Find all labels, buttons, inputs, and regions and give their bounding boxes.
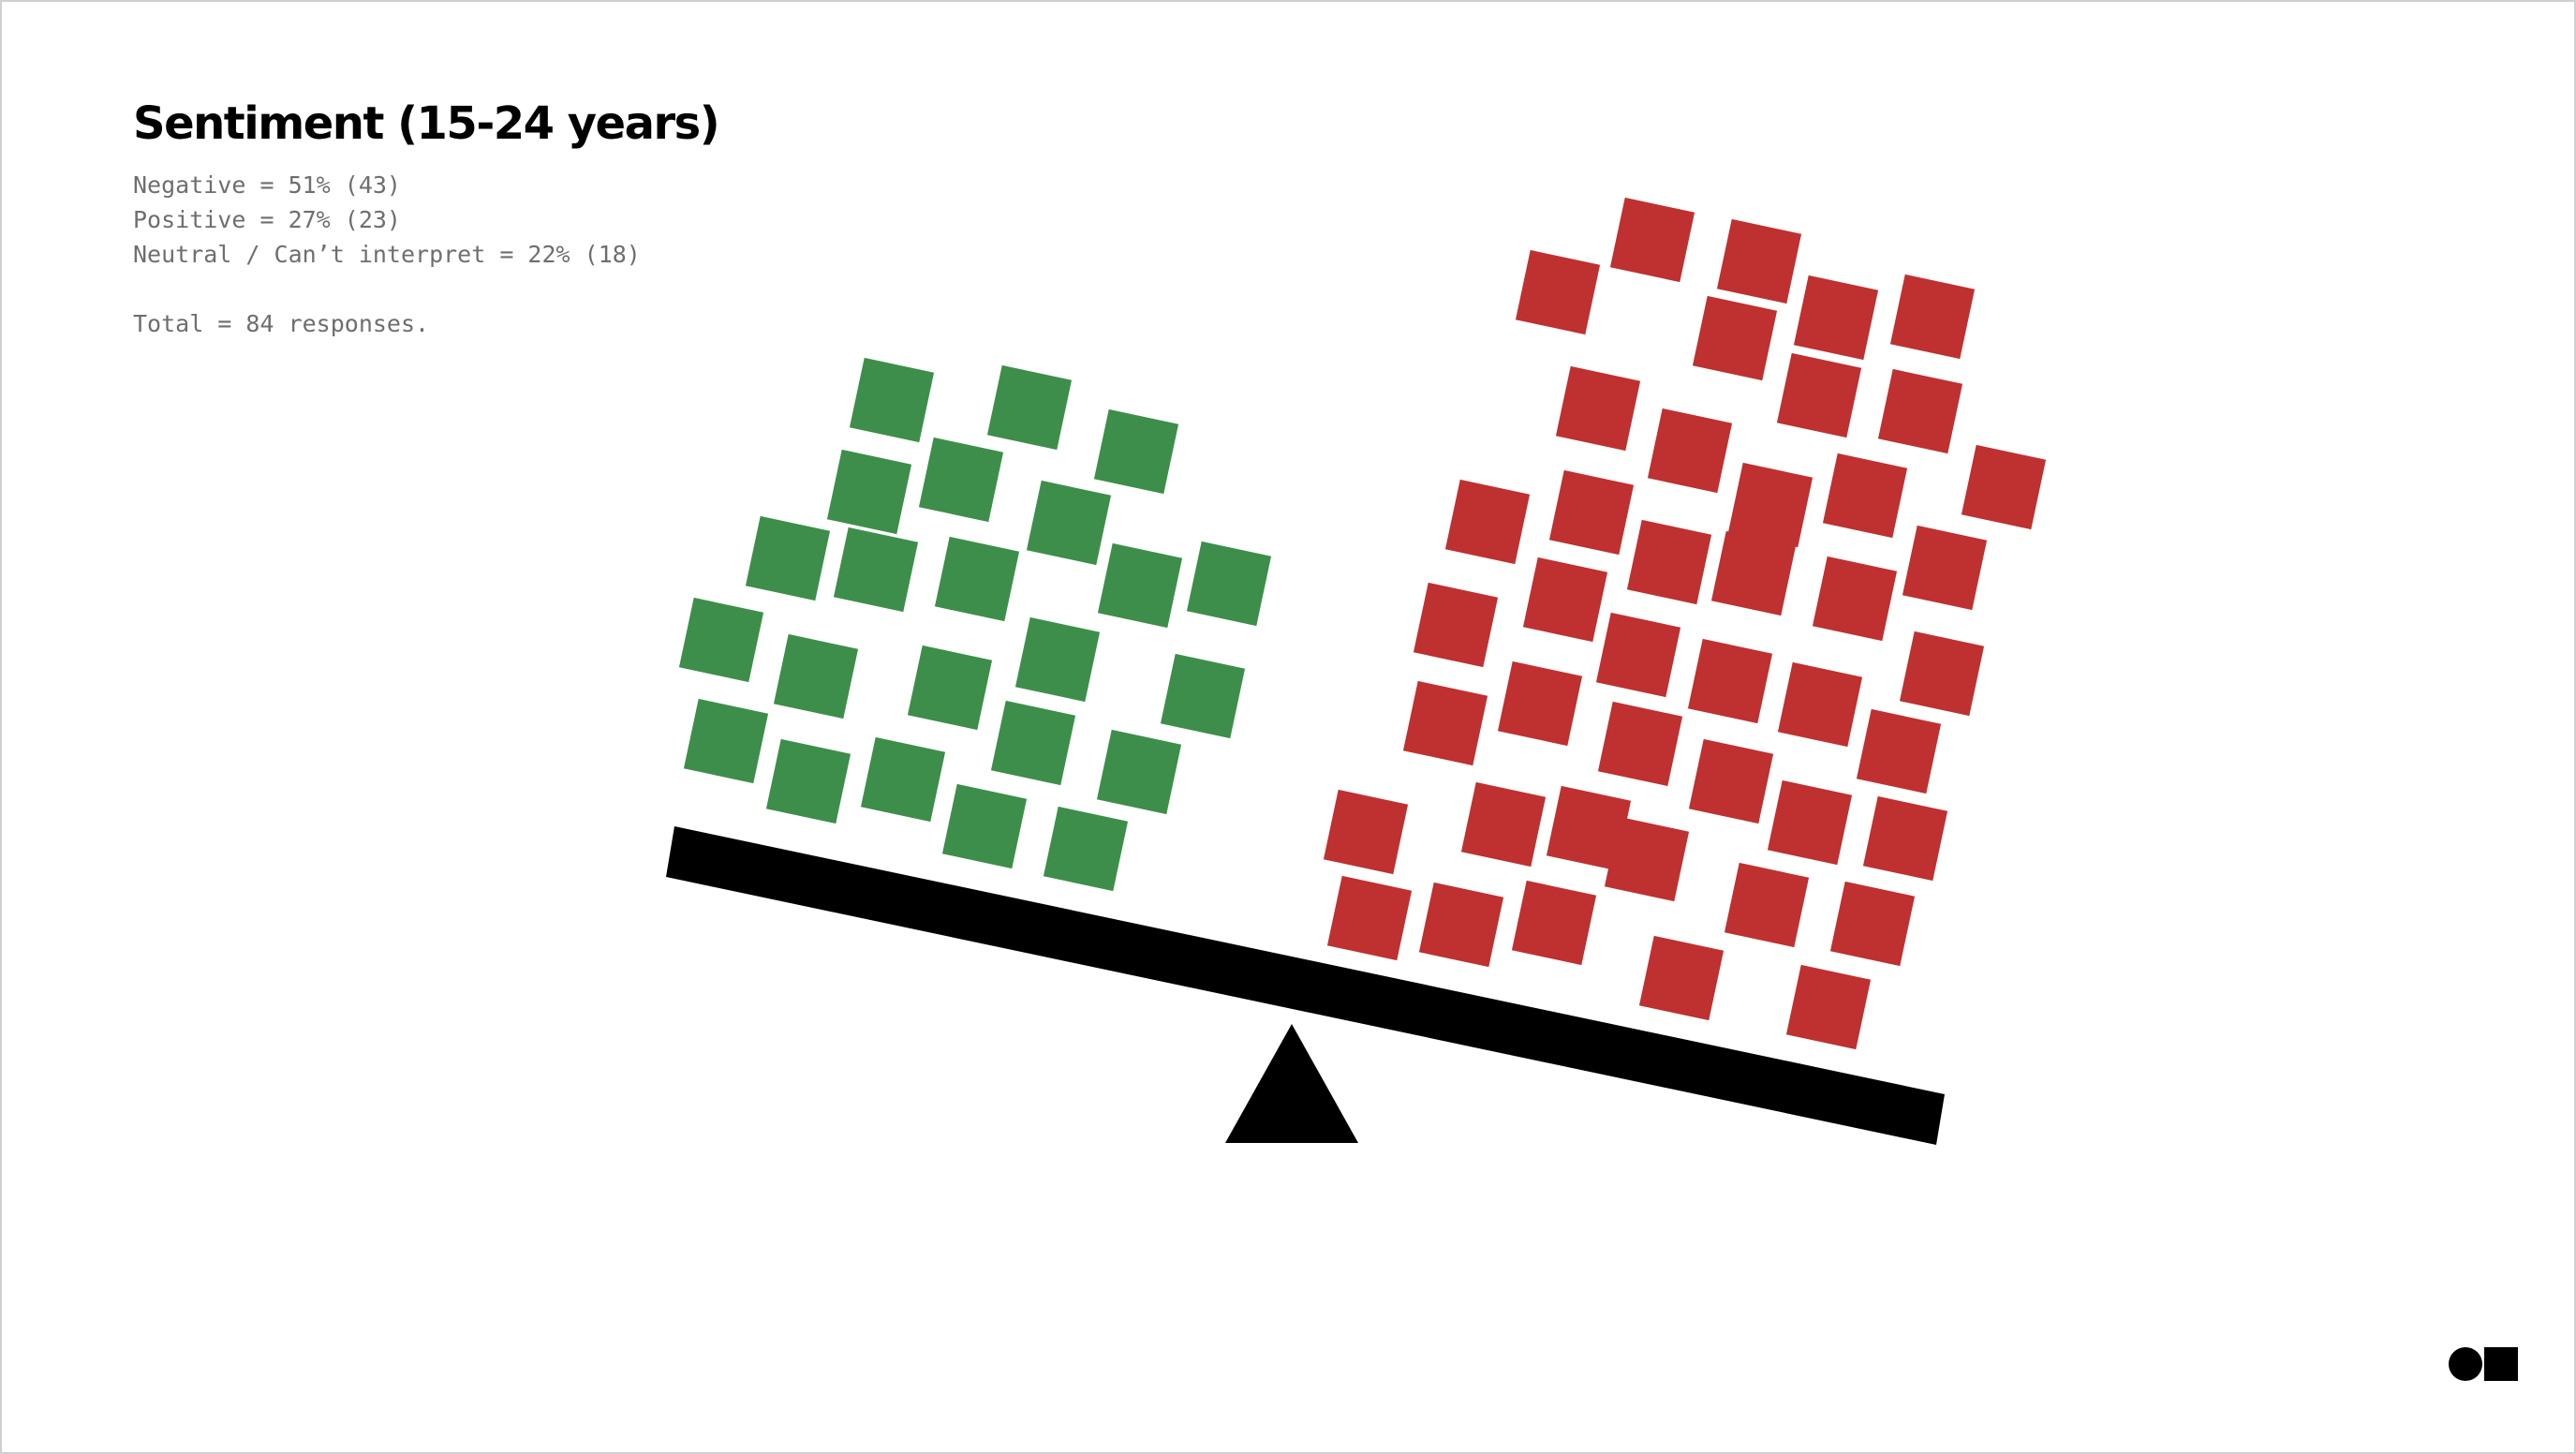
stat-neutral: Neutral / Can’t interpret = 22% (18) xyxy=(133,240,641,268)
negative-square xyxy=(1812,556,1898,642)
negative-square xyxy=(1961,444,2047,530)
positive-square xyxy=(990,700,1076,786)
negative-square xyxy=(1829,881,1916,967)
negative-square xyxy=(1727,462,1814,548)
negative-square xyxy=(1902,525,1988,611)
negative-square xyxy=(1692,295,1778,381)
negative-square xyxy=(1548,469,1635,556)
positive-square xyxy=(860,736,946,823)
negative-square xyxy=(1716,218,1802,304)
positive-square xyxy=(934,536,1020,622)
negative-square xyxy=(1877,368,1963,454)
negative-square xyxy=(1785,964,1872,1050)
negative-square xyxy=(1555,365,1641,452)
positive-square xyxy=(773,633,859,720)
positive-square xyxy=(683,698,769,784)
negative-square xyxy=(1522,556,1608,643)
stat-negative: Negative = 51% (43) xyxy=(133,171,401,199)
positive-square xyxy=(1096,729,1182,815)
positive-square xyxy=(1014,616,1101,703)
negative-square xyxy=(1402,680,1488,766)
negative-square xyxy=(1444,479,1531,565)
negative-square xyxy=(1767,779,1853,866)
negative-square xyxy=(1724,862,1810,948)
logo xyxy=(2449,1347,2520,1381)
negative-square xyxy=(1497,660,1583,747)
positive-square xyxy=(678,597,764,683)
positive-squares xyxy=(678,357,1272,892)
positive-square xyxy=(1186,541,1272,627)
positive-square xyxy=(986,364,1073,451)
negative-square xyxy=(1515,249,1601,335)
negative-square xyxy=(1856,708,1942,794)
page-title: Sentiment (15-24 years) xyxy=(133,97,720,150)
positive-square xyxy=(849,357,935,443)
negative-square xyxy=(1597,701,1683,787)
positive-square xyxy=(941,783,1028,869)
negative-square xyxy=(1511,880,1597,966)
negative-square xyxy=(1323,789,1409,875)
negative-squares xyxy=(1323,197,2047,1050)
positive-square xyxy=(907,645,993,731)
stats-block: Negative = 51% (43) Positive = 27% (23) … xyxy=(133,168,718,341)
negative-square xyxy=(1688,738,1774,824)
stat-positive: Positive = 27% (23) xyxy=(133,205,401,233)
circle-logo-icon xyxy=(2449,1347,2482,1381)
negative-square xyxy=(1793,274,1879,361)
positive-square xyxy=(765,738,851,824)
positive-square xyxy=(1160,653,1246,739)
negative-square xyxy=(1862,795,1948,882)
stat-total: Total = 84 responses. xyxy=(133,309,430,337)
negative-square xyxy=(1899,631,1985,717)
negative-square xyxy=(1595,612,1681,698)
negative-square xyxy=(1822,453,1908,539)
balance-beam xyxy=(666,826,1945,1145)
negative-square xyxy=(1418,882,1504,968)
positive-square xyxy=(1097,542,1183,629)
negative-square xyxy=(1609,197,1695,283)
positive-square xyxy=(745,515,831,601)
negative-square xyxy=(1460,781,1547,868)
negative-square xyxy=(1777,661,1863,748)
positive-square xyxy=(918,437,1004,523)
positive-square xyxy=(1043,806,1129,892)
negative-square xyxy=(1638,935,1725,1021)
negative-square xyxy=(1604,816,1690,902)
positive-square xyxy=(1026,480,1112,566)
negative-square xyxy=(1889,274,1976,360)
negative-square xyxy=(1710,530,1797,616)
negative-square xyxy=(1687,638,1773,724)
negative-square xyxy=(1776,352,1862,438)
fulcrum-triangle xyxy=(1225,1024,1358,1143)
negative-square xyxy=(1326,875,1413,961)
negative-square xyxy=(1626,519,1712,605)
positive-square xyxy=(1093,408,1179,495)
square-logo-icon xyxy=(2484,1347,2518,1381)
negative-square xyxy=(1546,785,1632,871)
positive-square xyxy=(826,449,912,535)
positive-square xyxy=(833,527,919,613)
negative-square xyxy=(1647,408,1733,494)
header: Sentiment (15-24 years) Negative = 51% (… xyxy=(133,97,720,341)
negative-square xyxy=(1413,582,1499,668)
